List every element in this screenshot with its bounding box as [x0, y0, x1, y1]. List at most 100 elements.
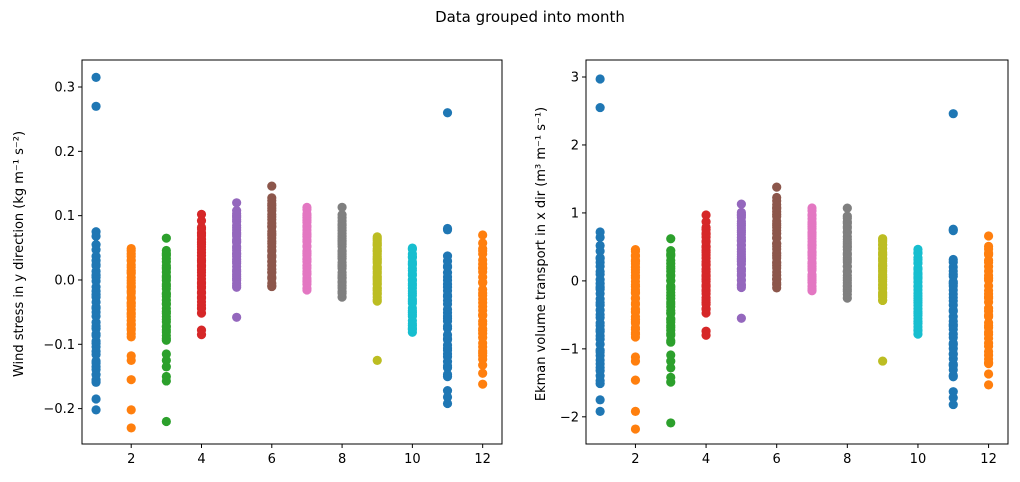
data-point — [842, 211, 852, 221]
left-plot: Wind stress in y direction (kg m⁻¹ s⁻²) … — [12, 59, 503, 467]
data-point — [161, 362, 171, 372]
y-axis: −2 −1 0 1 2 3 — [560, 70, 586, 425]
series-month-3 — [161, 233, 171, 427]
data-point — [878, 356, 888, 366]
data-point — [337, 202, 347, 212]
data-point — [736, 207, 746, 218]
data-point — [442, 108, 453, 118]
data-point — [196, 330, 207, 340]
data-point — [736, 199, 746, 209]
data-point — [442, 386, 453, 396]
series-month-10 — [913, 244, 923, 339]
data-point — [126, 243, 136, 254]
series-month-2 — [630, 244, 641, 434]
y-tick-label: −2 — [560, 410, 579, 425]
x-tick-label: 8 — [338, 452, 346, 467]
data-point — [337, 210, 347, 220]
data-point — [478, 284, 488, 295]
data-point — [442, 369, 453, 380]
series-month-9 — [372, 232, 382, 365]
y-axis: −0.2 −0.1 0.0 0.1 0.2 0.3 — [43, 81, 82, 417]
data-point — [267, 193, 277, 203]
series-month-12 — [478, 230, 488, 389]
data-point — [666, 418, 676, 428]
series-month-10 — [407, 243, 417, 337]
data-points — [595, 74, 994, 434]
data-point — [407, 243, 417, 253]
data-point — [666, 356, 676, 366]
data-point — [736, 313, 746, 323]
data-point — [701, 210, 711, 220]
data-point — [948, 399, 958, 410]
data-point — [807, 203, 817, 213]
y-tick-label: 3 — [571, 70, 579, 85]
data-point — [91, 251, 101, 261]
series-month-4 — [701, 210, 711, 340]
data-point — [442, 398, 453, 409]
data-point — [442, 392, 453, 402]
data-point — [983, 231, 994, 241]
data-point — [595, 406, 605, 416]
y-tick-label: 2 — [571, 138, 579, 153]
data-point — [666, 246, 676, 256]
data-point — [372, 232, 382, 242]
data-point — [666, 234, 676, 244]
x-axis: 2 4 6 8 10 12 — [631, 444, 997, 467]
data-point — [161, 245, 171, 256]
data-point — [842, 203, 852, 213]
data-point — [595, 232, 605, 242]
x-tick-label: 12 — [980, 452, 997, 467]
data-point — [126, 355, 136, 365]
series-month-11 — [442, 108, 453, 409]
data-point — [478, 368, 488, 378]
y-tick-label: −0.1 — [43, 338, 75, 353]
data-point — [595, 74, 605, 84]
data-point — [161, 349, 171, 359]
data-point — [630, 375, 641, 385]
data-point — [126, 405, 136, 415]
data-point — [595, 253, 605, 263]
series-month-12 — [983, 231, 994, 390]
data-point — [478, 238, 488, 248]
series-month-7 — [302, 202, 312, 295]
data-point — [91, 245, 101, 255]
series-month-5 — [736, 199, 746, 323]
x-tick-label: 10 — [910, 452, 927, 467]
series-month-4 — [196, 209, 207, 340]
data-point — [595, 102, 605, 113]
right-plot: Ekman volume transport in x dir (m³ m⁻¹ … — [534, 59, 1009, 467]
y-tick-label: 0.1 — [54, 209, 75, 224]
data-point — [983, 241, 994, 251]
data-point — [91, 101, 101, 111]
figure-suptitle: Data grouped into month — [435, 8, 625, 26]
left-plot-ylabel: Wind stress in y direction (kg m⁻¹ s⁻²) — [12, 131, 27, 377]
data-point — [630, 356, 641, 366]
data-point — [772, 182, 782, 192]
y-tick-label: 0 — [571, 274, 579, 289]
series-month-9 — [878, 234, 888, 366]
x-tick-label: 6 — [773, 452, 781, 467]
data-point — [232, 205, 242, 216]
series-month-6 — [772, 182, 782, 293]
data-point — [630, 406, 641, 416]
data-point — [161, 376, 171, 386]
data-point — [91, 394, 101, 404]
y-tick-label: 0.2 — [54, 145, 75, 160]
data-point — [878, 234, 888, 244]
data-point — [161, 355, 171, 365]
series-month-1 — [91, 72, 101, 415]
x-tick-label: 4 — [197, 452, 205, 467]
data-point — [948, 109, 958, 119]
data-point — [91, 72, 101, 82]
series-month-6 — [267, 181, 277, 292]
series-month-7 — [807, 203, 817, 296]
data-point — [701, 217, 711, 227]
y-tick-label: −0.2 — [43, 402, 75, 417]
data-point — [232, 312, 242, 322]
x-tick-label: 8 — [843, 452, 851, 467]
data-point — [267, 181, 277, 191]
series-month-8 — [842, 203, 852, 303]
data-point — [91, 231, 101, 241]
data-point — [372, 355, 382, 365]
